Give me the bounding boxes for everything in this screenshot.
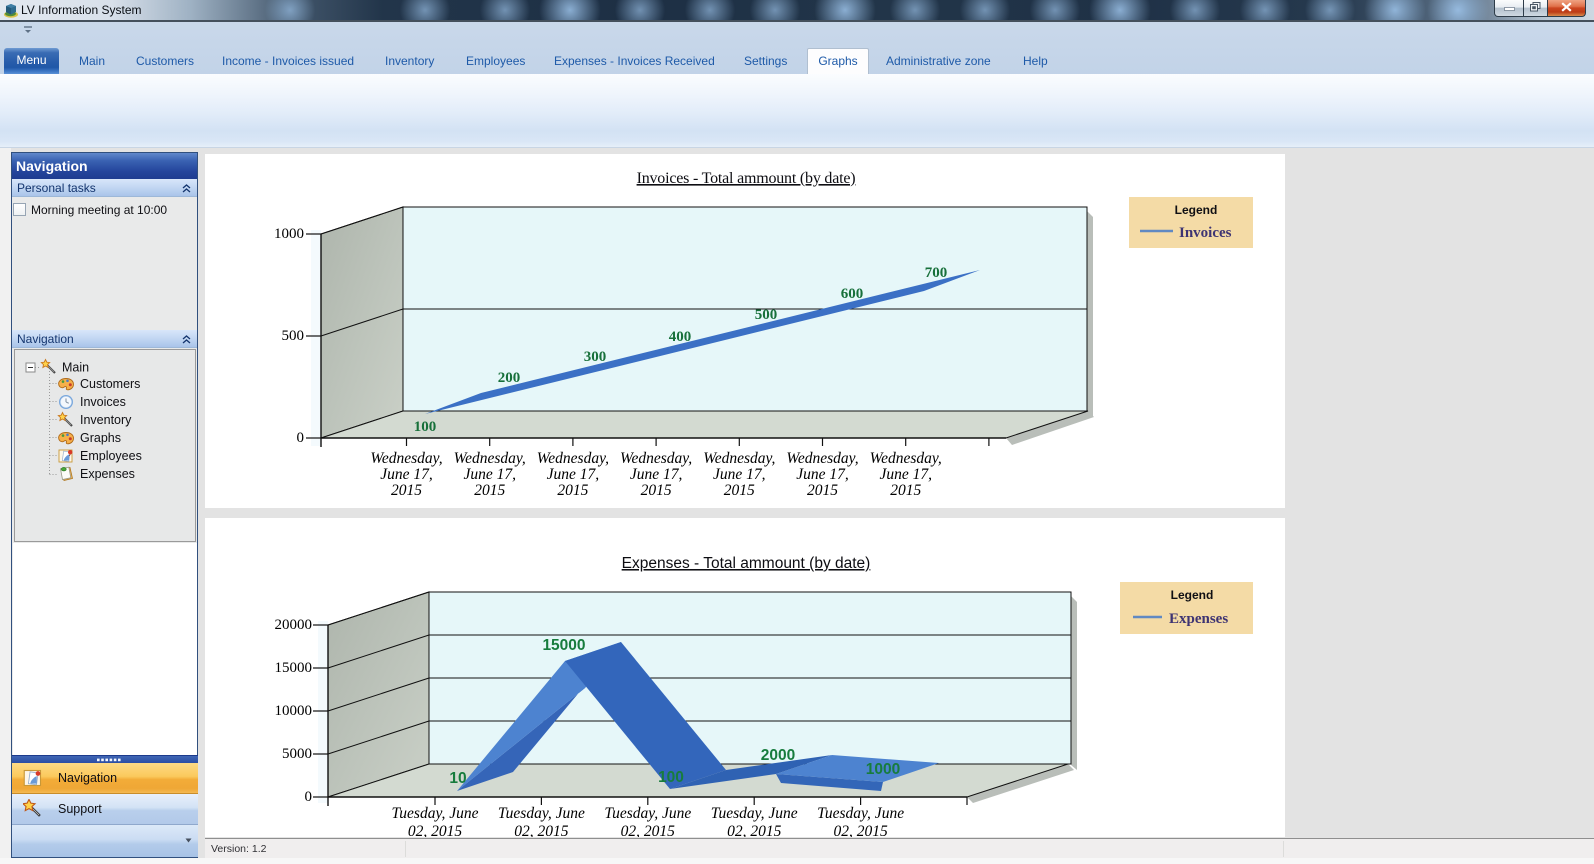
svg-text:20000: 20000: [275, 617, 313, 633]
svg-text:Invoices: Invoices: [1179, 225, 1232, 241]
svg-text:Expenses: Expenses: [1169, 611, 1228, 627]
svg-text:02, 2015: 02, 2015: [514, 823, 569, 837]
svg-text:Wednesday,: Wednesday,: [870, 450, 942, 467]
svg-text:02, 2015: 02, 2015: [621, 823, 676, 837]
svg-text:2015: 2015: [807, 482, 838, 499]
svg-text:1000: 1000: [274, 226, 304, 242]
svg-text:June 17,: June 17,: [713, 466, 766, 483]
svg-text:700: 700: [925, 265, 948, 281]
svg-text:Tuesday, June: Tuesday, June: [498, 805, 585, 822]
svg-text:Inventory: Inventory: [80, 413, 132, 427]
svg-text:1000: 1000: [866, 761, 900, 778]
svg-text:02, 2015: 02, 2015: [833, 823, 888, 837]
svg-text:Customers: Customers: [80, 377, 140, 391]
svg-text:Tuesday, June: Tuesday, June: [711, 805, 798, 822]
svg-text:Wednesday,: Wednesday,: [620, 450, 692, 467]
svg-text:100: 100: [658, 769, 684, 786]
svg-text:Legend: Legend: [1171, 588, 1214, 602]
svg-text:2000: 2000: [761, 747, 795, 764]
svg-text:June 17,: June 17,: [879, 466, 932, 483]
svg-text:June 17,: June 17,: [630, 466, 683, 483]
svg-text:02, 2015: 02, 2015: [727, 823, 782, 837]
svg-text:Tuesday, June: Tuesday, June: [604, 805, 691, 822]
svg-text:Invoices - Total ammount (by d: Invoices - Total ammount (by date): [637, 170, 856, 187]
svg-text:15000: 15000: [275, 660, 313, 676]
svg-text:2015: 2015: [641, 482, 672, 499]
svg-text:Wednesday,: Wednesday,: [370, 450, 442, 467]
svg-text:15000: 15000: [542, 637, 585, 654]
svg-text:0: 0: [305, 789, 313, 805]
svg-text:Legend: Legend: [1175, 203, 1218, 217]
svg-text:500: 500: [282, 328, 305, 344]
svg-text:2015: 2015: [391, 482, 422, 499]
svg-text:Graphs: Graphs: [80, 431, 121, 445]
svg-text:600: 600: [841, 286, 864, 302]
svg-text:400: 400: [669, 329, 692, 345]
svg-text:500: 500: [755, 307, 778, 323]
svg-text:02, 2015: 02, 2015: [408, 823, 463, 837]
svg-text:June 17,: June 17,: [796, 466, 849, 483]
svg-text:Expenses - Total ammount (by d: Expenses - Total ammount (by date): [622, 555, 871, 572]
svg-text:0: 0: [297, 430, 305, 446]
svg-text:10000: 10000: [275, 703, 313, 719]
svg-text:5000: 5000: [282, 746, 312, 762]
svg-text:Tuesday, June: Tuesday, June: [392, 805, 479, 822]
svg-text:2015: 2015: [890, 482, 921, 499]
svg-text:2015: 2015: [724, 482, 755, 499]
svg-text:10: 10: [449, 770, 466, 787]
svg-text:Employees: Employees: [80, 449, 142, 463]
svg-text:Invoices: Invoices: [80, 395, 126, 409]
svg-text:300: 300: [584, 349, 607, 365]
svg-text:Wednesday,: Wednesday,: [537, 450, 609, 467]
svg-text:June 17,: June 17,: [547, 466, 600, 483]
svg-text:June 17,: June 17,: [463, 466, 516, 483]
svg-text:Wednesday,: Wednesday,: [786, 450, 858, 467]
svg-text:Wednesday,: Wednesday,: [454, 450, 526, 467]
svg-text:2015: 2015: [557, 482, 588, 499]
svg-text:Wednesday,: Wednesday,: [703, 450, 775, 467]
svg-text:Tuesday, June: Tuesday, June: [817, 805, 904, 822]
svg-text:200: 200: [498, 370, 521, 386]
svg-text:100: 100: [414, 419, 437, 435]
svg-text:Main: Main: [62, 361, 89, 375]
svg-text:June 17,: June 17,: [380, 466, 433, 483]
svg-text:2015: 2015: [474, 482, 505, 499]
svg-text:Expenses: Expenses: [80, 467, 135, 481]
